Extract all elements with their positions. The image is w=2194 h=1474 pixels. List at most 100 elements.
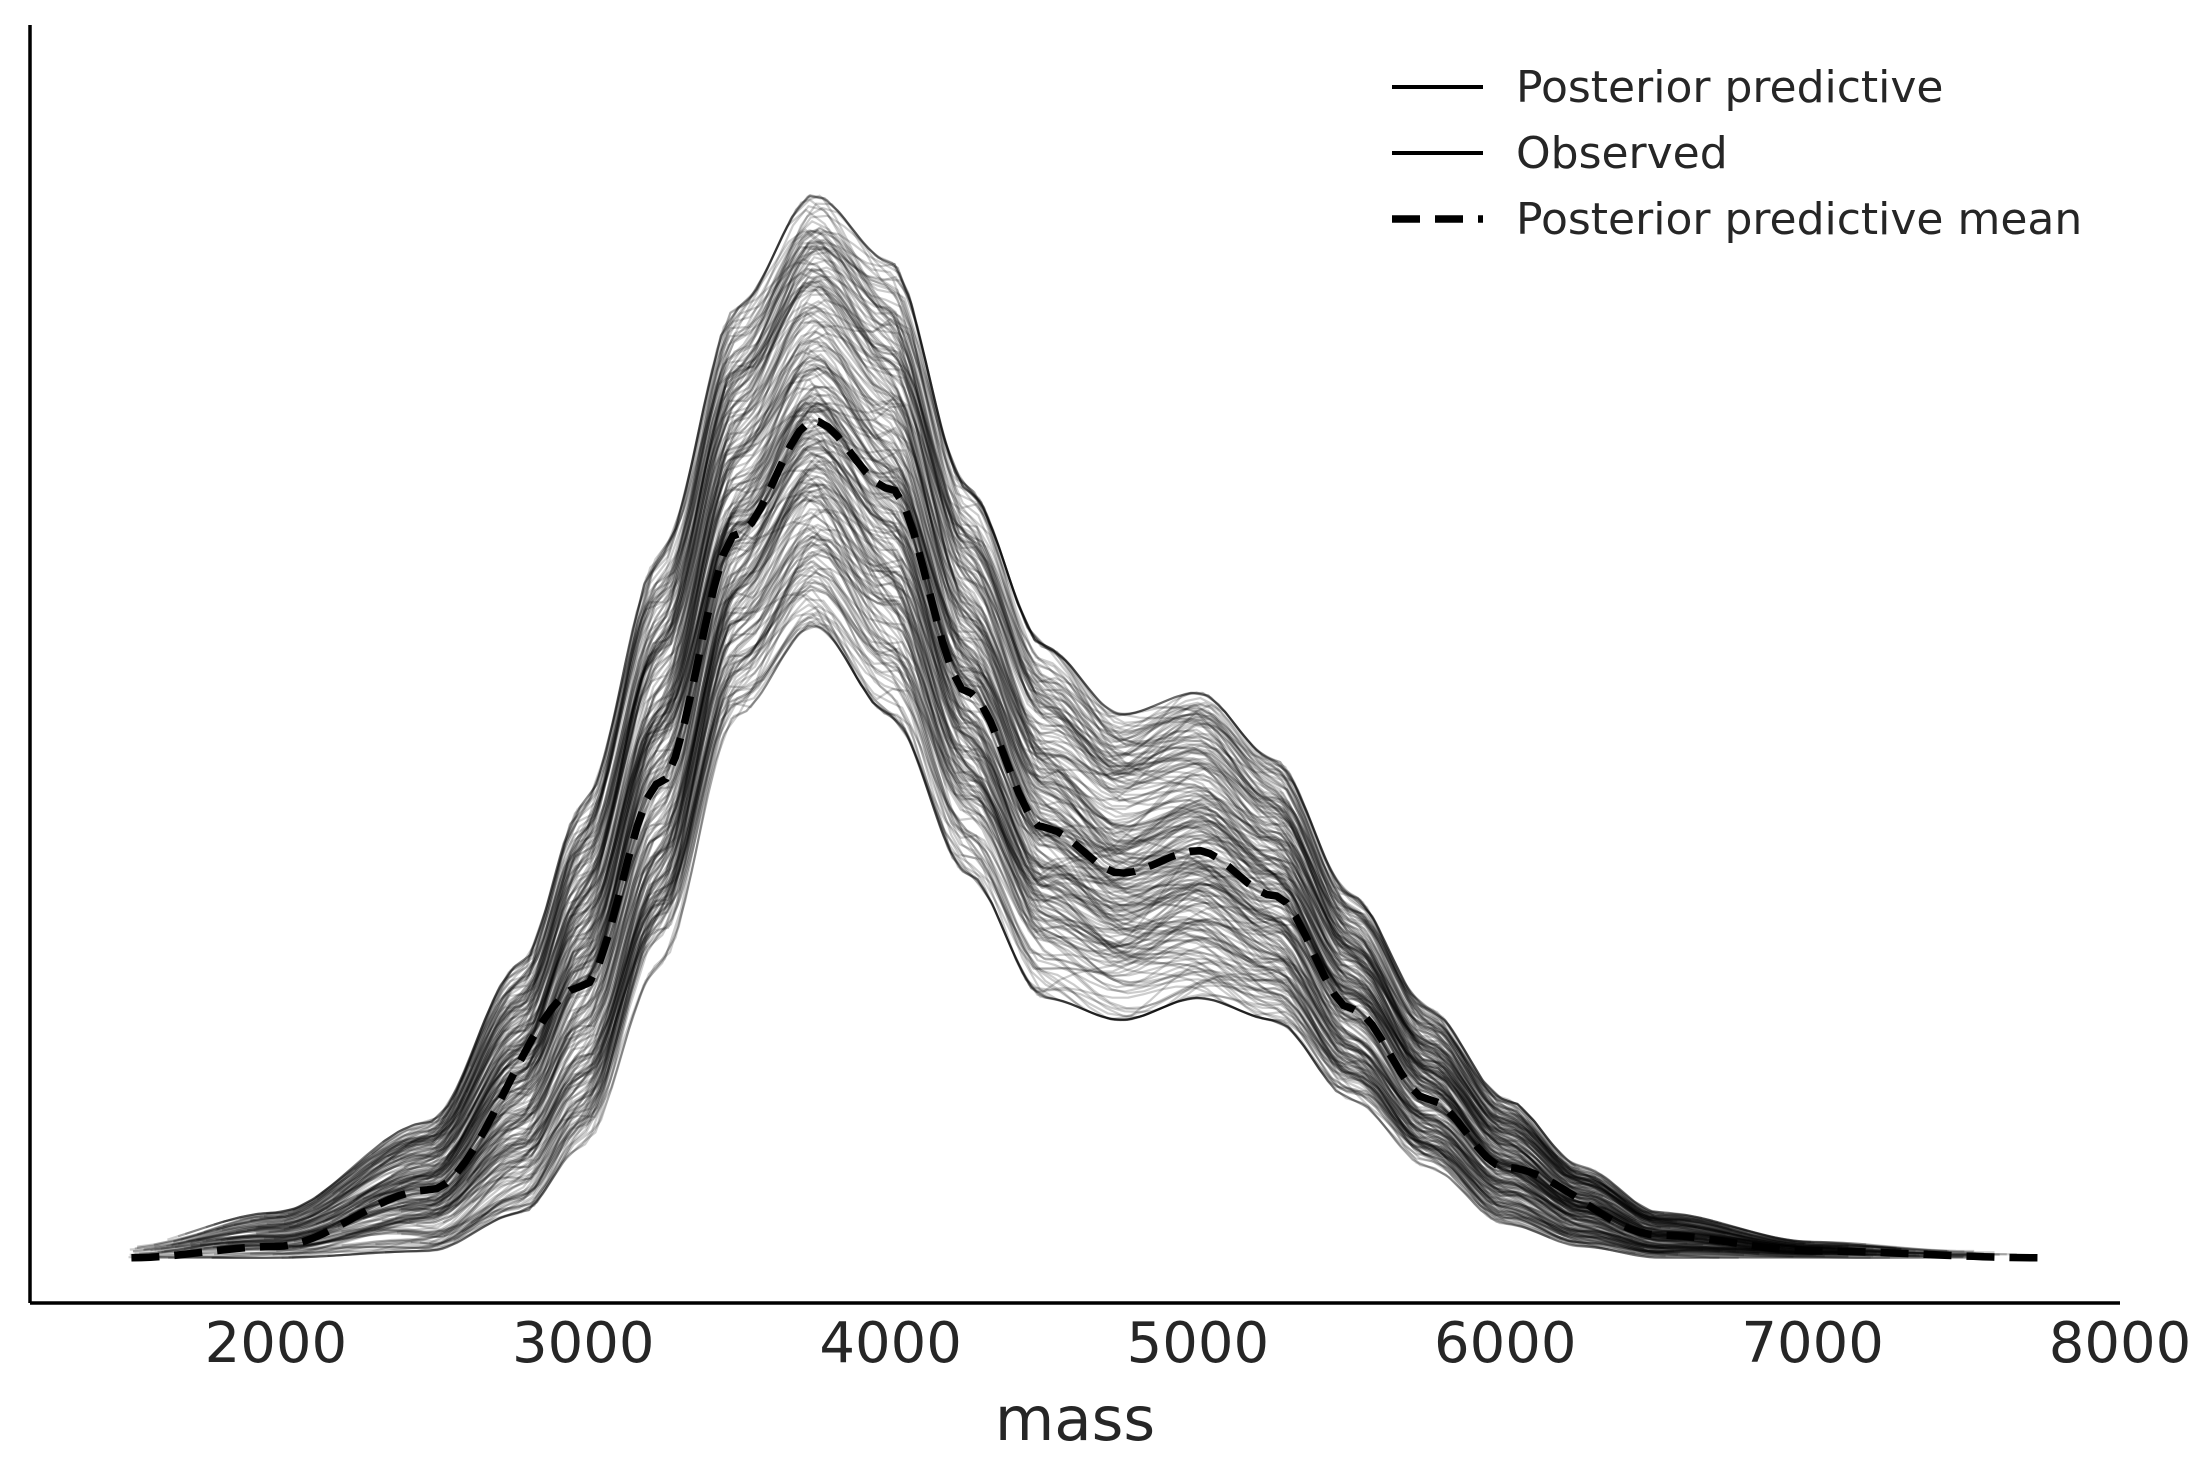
posterior-predictive-draw-line	[257, 304, 1874, 1250]
posterior-predictive-draw-line	[180, 311, 1849, 1248]
legend: Posterior predictive Observed Posterior pr…	[1392, 62, 2082, 245]
posterior-predictive-draw-line	[471, 525, 1818, 1252]
posterior-predictive-draw-line	[186, 364, 1902, 1251]
posterior-predictive-draw-line	[461, 550, 1963, 1259]
posterior-predictive-draw-line	[283, 195, 1805, 1246]
posterior-predictive-draw-line	[454, 490, 1906, 1257]
posterior-predictive-draw-line	[327, 605, 1665, 1258]
posterior-predictive-draw-line	[227, 454, 1925, 1254]
posterior-predictive-draw-line	[353, 206, 1714, 1222]
posterior-predictive-draw-line	[216, 286, 1733, 1232]
posterior-predictive-draw-line	[170, 402, 1934, 1255]
posterior-predictive-draw-line	[400, 492, 1845, 1255]
posterior-predictive-draw-line	[183, 397, 1634, 1250]
posterior-predictive-draw-line	[188, 386, 1847, 1251]
posterior-predictive-draw-line	[148, 613, 1616, 1258]
posterior-predictive-draw-line	[173, 285, 1843, 1248]
posterior-predictive-draw-line	[171, 336, 1836, 1250]
posterior-predictive-draw-line	[401, 465, 1893, 1256]
posterior-predictive-draw-line	[341, 194, 1995, 1254]
posterior-predictive-draw-line	[396, 511, 1779, 1253]
posterior-predictive-draw-line	[227, 231, 1637, 1236]
posterior-predictive-draw-line	[331, 446, 1749, 1245]
posterior-predictive-draw-line	[480, 581, 1874, 1258]
posterior-predictive-draw-line	[307, 293, 1870, 1249]
posterior-predictive-draw-line	[277, 563, 1944, 1258]
x-tick-label: 5000	[1127, 1311, 1270, 1376]
posterior-predictive-draw-line	[222, 309, 1849, 1246]
posterior-predictive-draw-line	[442, 567, 1569, 1235]
posterior-predictive-mean-layer	[131, 417, 2041, 1262]
posterior-predictive-draw-line	[386, 247, 1697, 1229]
posterior-predictive-draw-line	[235, 339, 1671, 1233]
posterior-predictive-draw-line	[331, 469, 1578, 1227]
posterior-predictive-draw-line	[136, 279, 1896, 1251]
posterior-predictive-draw-line	[150, 559, 1720, 1259]
posterior-predictive-draw-line	[472, 508, 1917, 1257]
posterior-predictive-draw-line	[388, 247, 1902, 1251]
posterior-predictive-draw-line	[395, 538, 1622, 1239]
posterior-predictive-draw-line	[435, 276, 1611, 1193]
x-tick-label: 2000	[205, 1311, 348, 1376]
posterior-predictive-draw-line	[276, 484, 1971, 1258]
posterior-predictive-draw-line	[476, 588, 1841, 1253]
posterior-predictive-draw-line	[322, 553, 1795, 1255]
posterior-predictive-draw-line	[149, 535, 1855, 1255]
posterior-predictive-draw-line	[341, 623, 1759, 1256]
posterior-predictive-draw-line	[250, 569, 1825, 1258]
x-tick-label: 8000	[2049, 1311, 2192, 1376]
posterior-predictive-draw-line	[460, 219, 1965, 1253]
posterior-predictive-draw-line	[129, 309, 1604, 1251]
posterior-predictive-draw-line	[368, 430, 1777, 1248]
x-tick-label: 7000	[1741, 1311, 1884, 1376]
posterior-predictive-draw-line	[337, 437, 1587, 1229]
posterior-predictive-draw-line	[178, 610, 1871, 1259]
posterior-predictive-draw-line	[203, 261, 1928, 1253]
posterior-predictive-draw-line	[281, 603, 1720, 1259]
posterior-predictive-draw-line	[312, 300, 1781, 1244]
posterior-predictive-draw-line	[283, 204, 1673, 1231]
posterior-predictive-draw-line	[325, 394, 1776, 1249]
posterior-predictive-draw-line	[400, 510, 1841, 1254]
x-tick-label: 3000	[512, 1311, 655, 1376]
posterior-predictive-draw-line	[253, 330, 1662, 1232]
posterior-predictive-draw-line	[427, 363, 1848, 1250]
posterior-predictive-draw-line	[452, 616, 1636, 1255]
posterior-predictive-draw-line	[190, 393, 1635, 1251]
posterior-predictive-draw-line	[354, 289, 1786, 1248]
posterior-predictive-draw-line	[320, 267, 1748, 1233]
posterior-predictive-draw-line	[345, 464, 1920, 1256]
posterior-predictive-draw-line	[151, 577, 1849, 1259]
posterior-predictive-draw-line	[348, 274, 1726, 1236]
posterior-predictive-draw-line	[410, 230, 1787, 1244]
posterior-predictive-draw-line	[295, 365, 1675, 1236]
posterior-predictive-draw-line	[315, 362, 1637, 1222]
posterior-predictive-draw-line	[398, 477, 1614, 1232]
posterior-predictive-draw-line	[202, 349, 1643, 1243]
posterior-predictive-draw-line	[428, 598, 1972, 1259]
posterior-predictive-draw-line	[378, 438, 1984, 1255]
posterior-predictive-draw-line	[164, 492, 1688, 1253]
legend-label: Observed	[1516, 128, 1728, 179]
posterior-predictive-draw-line	[213, 247, 1722, 1226]
posterior-predictive-draw-line	[235, 520, 1965, 1258]
posterior-predictive-draw-line	[356, 358, 1903, 1253]
x-axis-title: mass	[995, 1384, 1155, 1455]
posterior-predictive-draw-line	[180, 483, 1627, 1259]
posterior-predictive-draw-line	[333, 229, 1577, 1214]
posterior-predictive-draw-line	[316, 245, 1815, 1244]
posterior-predictive-draw-line	[466, 319, 1832, 1248]
posterior-predictive-draw-line	[362, 407, 1855, 1251]
posterior-predictive-mean-line	[131, 417, 2041, 1262]
posterior-predictive-draw-line	[338, 330, 1529, 1193]
posterior-predictive-draw-line	[371, 198, 1949, 1253]
posterior-predictive-draw-line	[348, 279, 1792, 1248]
posterior-predictive-draw-line	[299, 548, 1648, 1250]
posterior-predictive-draw-line	[452, 540, 1986, 1258]
posterior-predictive-draw-line	[255, 382, 1610, 1234]
posterior-predictive-draw-line	[195, 280, 1758, 1243]
posterior-predictive-draw-line	[189, 482, 1550, 1246]
posterior-predictive-draw-line	[128, 565, 1666, 1259]
posterior-predictive-draw-line	[140, 588, 1920, 1259]
posterior-predictive-draw-line	[454, 385, 1601, 1210]
